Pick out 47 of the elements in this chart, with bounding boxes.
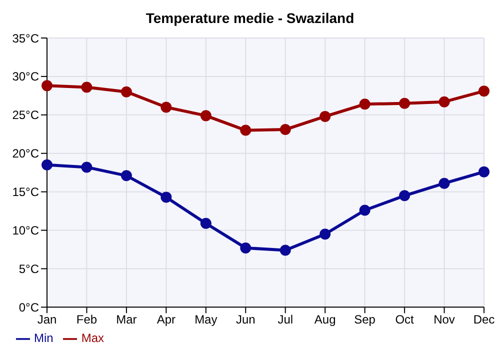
point (81, 162, 92, 173)
point (240, 242, 252, 254)
point (200, 110, 212, 122)
x-tick-label: Jun (236, 312, 256, 327)
point (438, 96, 450, 108)
point (359, 204, 370, 216)
y-tick-label: 5°C (18, 262, 40, 276)
y-tick-label: 30°C (12, 70, 40, 84)
point (120, 170, 132, 182)
y-tick-label: 0°C (18, 300, 40, 314)
point (438, 178, 450, 189)
point (42, 80, 52, 92)
legend-label: Max (81, 331, 104, 346)
point (359, 98, 370, 110)
x-tick-label: Mar (116, 312, 137, 327)
y-tick-label: 10°C (12, 224, 40, 238)
point (280, 244, 291, 256)
point (240, 124, 252, 136)
point (320, 110, 331, 122)
point (478, 166, 490, 178)
x-tick-label: Dec (473, 312, 495, 327)
point (160, 192, 172, 203)
x-tick-label: Oct (395, 312, 415, 327)
x-tick-label: Feb (76, 312, 98, 327)
y-tick-label: 20°C (12, 146, 40, 161)
point (81, 82, 92, 93)
legend-label: Min (34, 331, 54, 346)
y-tick-label: 25°C (12, 108, 40, 122)
point (280, 124, 291, 136)
x-tick-label: May (194, 312, 218, 327)
point (478, 86, 490, 97)
y-tick-label: 15°C (12, 185, 40, 200)
point (120, 86, 132, 98)
x-tick-label: Apr (156, 312, 176, 327)
x-tick-label: Jan (37, 312, 57, 327)
y-tick-label: 35°C (12, 31, 40, 46)
x-tick-label: Nov (434, 312, 455, 327)
point (399, 98, 410, 109)
point (42, 159, 52, 170)
x-tick-label: Aug (314, 312, 336, 327)
point (160, 102, 172, 113)
chart-title: Temperature medie - Swaziland (144, 9, 356, 28)
point (200, 218, 212, 229)
point (320, 228, 331, 240)
x-tick-label: Jul (278, 312, 294, 327)
point (399, 190, 410, 202)
x-tick-label: Sep (354, 312, 376, 327)
